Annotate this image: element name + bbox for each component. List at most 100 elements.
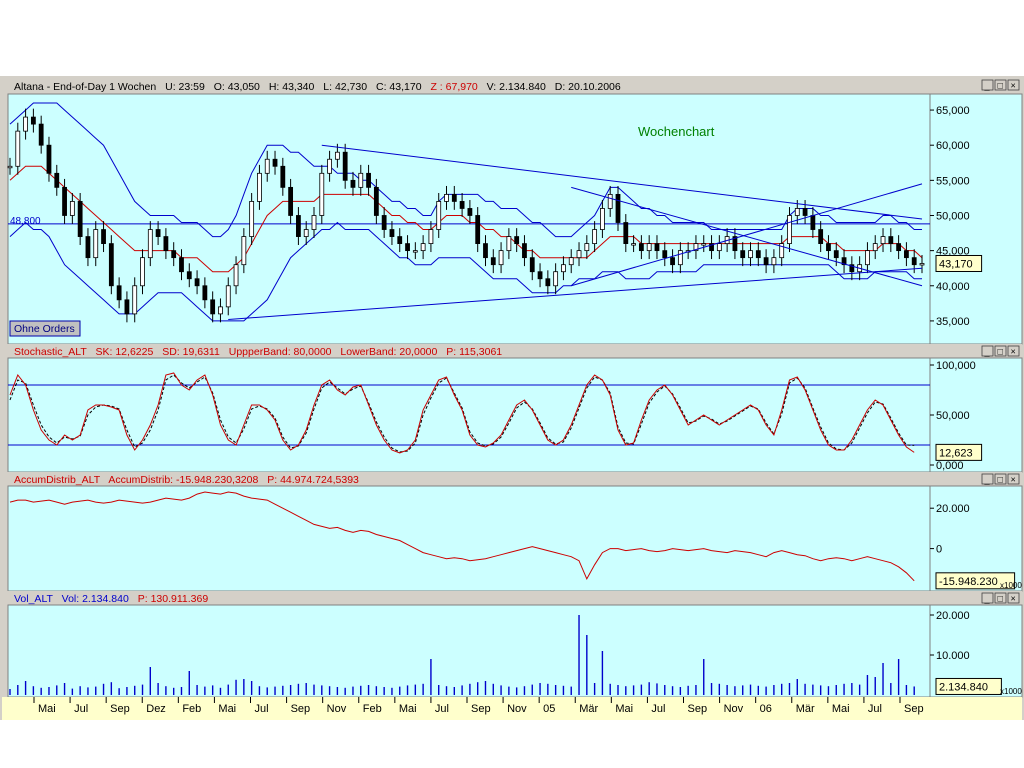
- candle: [179, 257, 184, 273]
- candle: [233, 264, 239, 287]
- candle: [241, 236, 247, 266]
- candle: [257, 172, 262, 202]
- window-button-glyph: _: [984, 347, 991, 357]
- candle: [218, 306, 223, 315]
- volume-plot: [9, 615, 915, 695]
- candle: [522, 243, 527, 259]
- candle: [506, 236, 512, 252]
- window-buttons[interactable]: _ □ × _ □ × _ □ × _ □ ×: [981, 79, 1020, 604]
- candle: [693, 243, 699, 252]
- stochastic-panel[interactable]: Stochastic_ALT SK: 12,6225 SD: 19,6311 U…: [2, 344, 1023, 473]
- x-tick-label: Sep: [904, 703, 924, 715]
- window-button: [1007, 473, 1020, 485]
- trendline: [321, 144, 923, 220]
- candle: [872, 243, 878, 252]
- candle: [412, 250, 418, 253]
- candle: [140, 257, 145, 287]
- window-button-glyph: ×: [1011, 594, 1016, 604]
- accumdistrib-last-value-box: [935, 572, 1016, 590]
- candle: [116, 285, 122, 301]
- candle: [23, 116, 28, 132]
- candle: [334, 151, 340, 160]
- candle: [194, 278, 200, 287]
- candle: [311, 215, 317, 230]
- candle: [30, 116, 36, 125]
- candle: [716, 243, 722, 252]
- upper-bollinger-band: [9, 102, 922, 238]
- candle: [350, 179, 356, 188]
- time-x-axis: Mai Jul Sep Dez Feb Mai Jul Sep Nov Feb Mai Jul Sep N…: [33, 697, 924, 715]
- candle: [709, 243, 714, 252]
- candle: [794, 208, 800, 216]
- candle: [490, 257, 496, 266]
- window-button-glyph: ×: [1011, 81, 1016, 91]
- x-tick-label: Mär: [579, 703, 598, 715]
- candle: [810, 215, 816, 230]
- candle: [662, 250, 668, 259]
- window-button-glyph: □: [998, 81, 1004, 91]
- candle: [638, 243, 644, 252]
- candle: [529, 257, 535, 273]
- volume-panel[interactable]: Vol_ALT Vol: 2.134.840 P: 130.911.369 20…: [2, 591, 1023, 698]
- price-tick-label: 55,000: [936, 175, 970, 187]
- x-tick-label: Nov: [724, 703, 744, 715]
- trendline: [228, 267, 923, 321]
- stochastic-sd-line: [9, 374, 915, 453]
- candle: [763, 257, 769, 266]
- accumdistrib-y-axis: 20.000 0 -15.948.230: [930, 503, 1016, 590]
- candle: [389, 229, 395, 237]
- candle: [670, 257, 675, 266]
- window-button: [994, 473, 1007, 485]
- candle: [272, 158, 278, 167]
- candle: [163, 236, 169, 252]
- accum-tick-label: 20.000: [936, 503, 970, 515]
- candle: [475, 215, 481, 245]
- volume-y-axis: 20.000 10.000 2.134.840: [930, 610, 1002, 695]
- trendline: [571, 183, 923, 287]
- window-button: [1007, 79, 1020, 91]
- candle: [249, 201, 255, 237]
- vol-tick-label: 20.000: [936, 610, 970, 622]
- x-tick-label: Mai: [832, 703, 850, 715]
- x-tick-label: Mai: [399, 703, 417, 715]
- candle: [436, 201, 442, 230]
- accumdistrib-panel[interactable]: AccumDistrib_ALT AccumDistrib: -15.948.2…: [2, 472, 1023, 592]
- candle: [654, 243, 660, 252]
- candle: [545, 278, 551, 287]
- candle: [132, 285, 138, 315]
- ohne-orders-button[interactable]: [9, 320, 81, 337]
- stochastic-last-value-box: [935, 443, 983, 461]
- price-last-value-box: [935, 254, 983, 272]
- candle: [405, 243, 410, 252]
- x-tick-label: Mai: [218, 703, 236, 715]
- candle: [584, 243, 590, 252]
- candle: [771, 257, 777, 266]
- window-button: [981, 345, 994, 357]
- chart-canvas: Altana - End-of-Day 1 Wochen U: 23:59 O:…: [2, 78, 1023, 720]
- candle: [147, 229, 153, 259]
- x-tick-label: Nov: [507, 703, 527, 715]
- lower-bollinger-band: [9, 221, 922, 322]
- horizontal-line-label: 48,800: [10, 216, 41, 227]
- accumdistrib-unit: x1000: [1000, 581, 1022, 590]
- candle: [576, 250, 582, 259]
- x-tick-label: Jul: [74, 703, 88, 715]
- candle: [755, 250, 761, 259]
- candle: [397, 236, 403, 244]
- candle: [865, 250, 870, 266]
- window-button-glyph: ×: [1011, 347, 1016, 357]
- candle: [155, 229, 161, 237]
- window-button: [981, 79, 994, 91]
- candle: [732, 236, 738, 252]
- stochastic-header: Stochastic_ALT SK: 12,6225 SD: 19,6311 U…: [14, 346, 502, 358]
- price-panel[interactable]: Altana - End-of-Day 1 Wochen U: 23:59 O:…: [2, 78, 1023, 345]
- trendline: [571, 186, 923, 287]
- stoch-tick-label: 100,000: [936, 360, 976, 372]
- x-tick-label: Mär: [796, 703, 815, 715]
- window-button: [994, 592, 1007, 604]
- x-tick-label: Jul: [255, 703, 269, 715]
- candle: [62, 186, 67, 216]
- candle: [210, 299, 216, 315]
- candle: [38, 123, 44, 146]
- chart-application: Altana - End-of-Day 1 Wochen U: 23:59 O:…: [0, 76, 1024, 720]
